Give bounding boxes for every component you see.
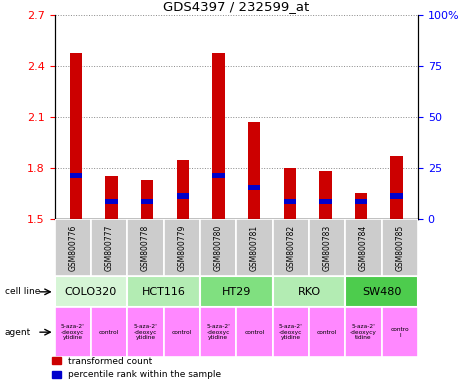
Text: COLO320: COLO320 — [65, 287, 117, 297]
Text: RKO: RKO — [297, 287, 321, 297]
Bar — [105, 199, 118, 204]
Text: GSM800783: GSM800783 — [323, 225, 332, 271]
Bar — [127, 219, 163, 276]
Bar — [284, 168, 296, 219]
Bar — [70, 53, 82, 219]
Text: cell line: cell line — [5, 287, 40, 296]
Text: GSM800784: GSM800784 — [359, 225, 368, 271]
Bar — [105, 177, 118, 219]
Text: HCT116: HCT116 — [142, 287, 186, 297]
Bar — [177, 159, 189, 219]
Text: control: control — [317, 329, 337, 335]
Bar — [212, 173, 225, 178]
Bar — [345, 219, 381, 276]
Bar — [91, 307, 127, 357]
Bar — [55, 307, 91, 357]
Text: GSM800782: GSM800782 — [286, 225, 295, 271]
Text: HT29: HT29 — [222, 287, 251, 297]
Title: GDS4397 / 232599_at: GDS4397 / 232599_at — [163, 0, 309, 13]
Bar — [248, 122, 260, 219]
Bar — [319, 199, 332, 204]
Bar — [200, 276, 273, 307]
Bar — [141, 199, 153, 204]
Bar — [70, 173, 82, 178]
Bar — [55, 219, 91, 276]
Bar — [248, 185, 260, 190]
Bar — [355, 194, 367, 219]
Bar — [177, 194, 189, 199]
Bar — [381, 219, 418, 276]
Text: GSM800781: GSM800781 — [250, 225, 259, 271]
Bar — [127, 276, 200, 307]
Bar — [127, 307, 163, 357]
Text: SW480: SW480 — [362, 287, 401, 297]
Text: 5-aza-2'
-deoxyc
ytidine: 5-aza-2' -deoxyc ytidine — [61, 324, 85, 341]
Text: 5-aza-2'
-deoxyc
ytidine: 5-aza-2' -deoxyc ytidine — [206, 324, 230, 341]
Text: 5-aza-2'
-deoxyc
ytidine: 5-aza-2' -deoxyc ytidine — [279, 324, 303, 341]
Text: 5-aza-2'
-deoxyc
ytidine: 5-aza-2' -deoxyc ytidine — [133, 324, 157, 341]
Bar — [163, 219, 200, 276]
Bar — [212, 53, 225, 219]
Bar — [345, 276, 418, 307]
Bar — [390, 194, 403, 199]
Text: GSM800778: GSM800778 — [141, 225, 150, 271]
Bar — [273, 276, 345, 307]
Text: contro
l: contro l — [390, 327, 409, 338]
Bar — [200, 307, 237, 357]
Bar — [309, 219, 345, 276]
Bar — [91, 219, 127, 276]
Bar — [390, 156, 403, 219]
Bar — [141, 180, 153, 219]
Text: GSM800776: GSM800776 — [68, 225, 77, 271]
Bar — [355, 199, 367, 204]
Text: control: control — [244, 329, 265, 335]
Bar — [309, 307, 345, 357]
Text: control: control — [99, 329, 119, 335]
Bar — [319, 171, 332, 219]
Bar — [345, 307, 381, 357]
Bar — [237, 219, 273, 276]
Text: GSM800777: GSM800777 — [104, 225, 114, 271]
Text: GSM800779: GSM800779 — [177, 225, 186, 271]
Text: 5-aza-2'
-deoxycy
tidine: 5-aza-2' -deoxycy tidine — [350, 324, 377, 341]
Bar — [200, 219, 237, 276]
Bar — [55, 276, 127, 307]
Text: GSM800780: GSM800780 — [214, 225, 223, 271]
Text: agent: agent — [5, 328, 31, 337]
Bar — [381, 307, 418, 357]
Bar — [284, 199, 296, 204]
Bar — [237, 307, 273, 357]
Bar — [163, 307, 200, 357]
Legend: transformed count, percentile rank within the sample: transformed count, percentile rank withi… — [52, 357, 221, 379]
Bar — [273, 219, 309, 276]
Bar — [273, 307, 309, 357]
Text: GSM800785: GSM800785 — [395, 225, 404, 271]
Text: control: control — [171, 329, 192, 335]
